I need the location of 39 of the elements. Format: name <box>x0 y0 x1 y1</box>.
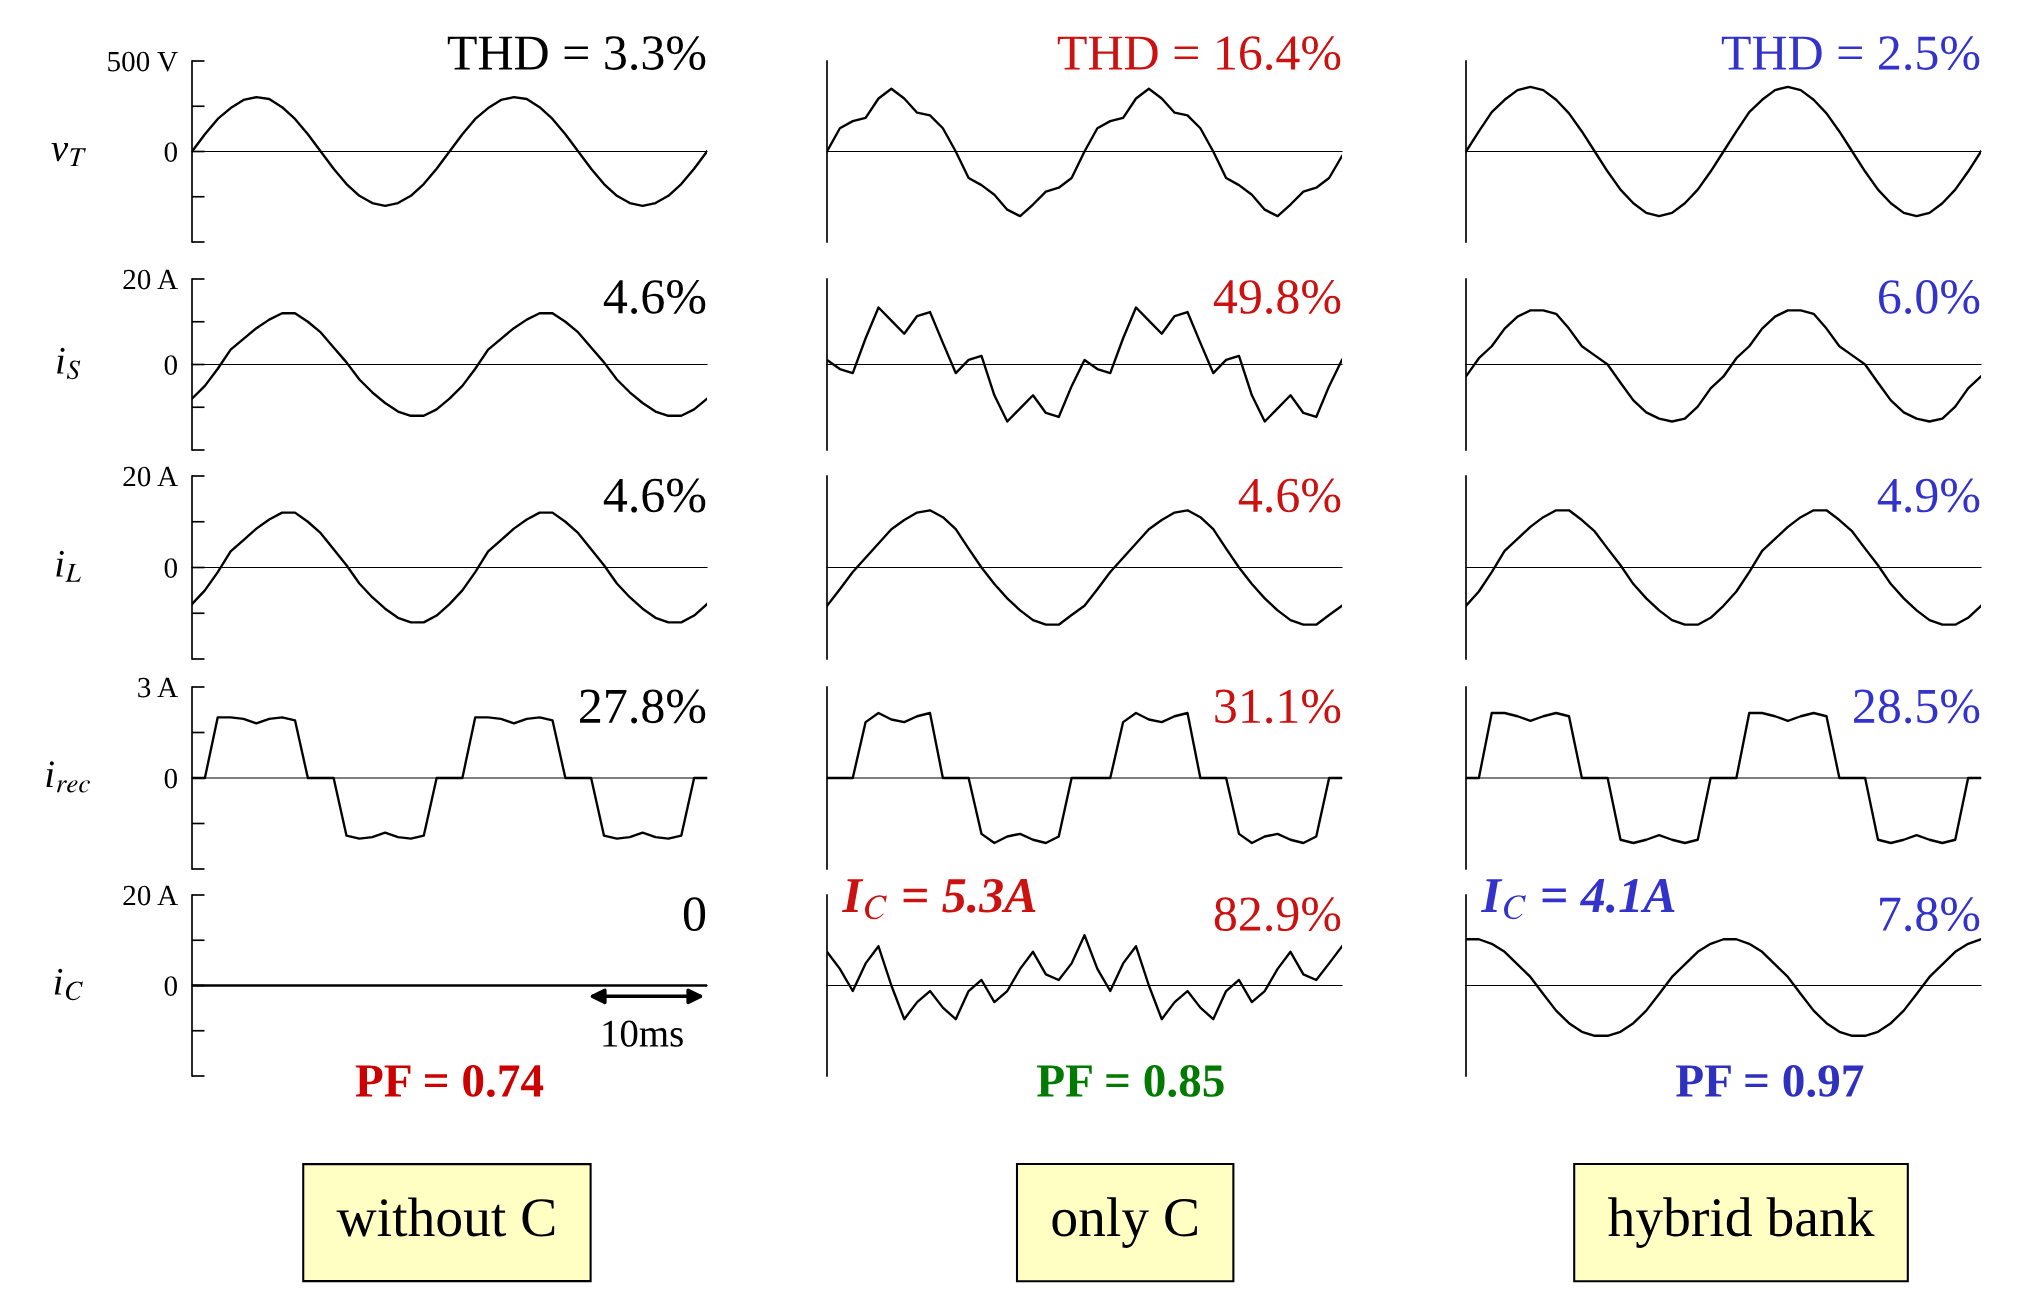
chart-title: 27.8% <box>580 689 706 724</box>
text: I$_{C}$ = 4.1A <box>1480 878 1675 920</box>
y-tick-label: 500 V <box>108 51 178 72</box>
y-tick-label: 0 <box>164 768 177 789</box>
y-tick-label: 3 A <box>138 677 178 698</box>
text: PF = 0.97 <box>1676 1065 1864 1098</box>
text: PF = 0.85 <box>1037 1065 1224 1098</box>
y-tick-label: 0 <box>164 355 177 375</box>
chart-title: THD = 3.3% <box>447 36 706 71</box>
y-tick-label: 0 <box>164 142 177 162</box>
y-axis-title: i$_{rec}$ <box>46 761 90 793</box>
y-tick-label: 0 <box>164 976 177 996</box>
text: only C <box>1052 1197 1197 1248</box>
chart-title: 4.6% <box>603 280 706 314</box>
chart-title: 82.9% <box>1214 897 1341 932</box>
text: I$_{C}$ = 5.3A <box>841 878 1036 920</box>
y-axis-title: i$_{L}$ <box>56 550 81 582</box>
chart-title: 7.8% <box>1880 897 1980 932</box>
chart-title: 4.6% <box>1238 478 1341 513</box>
chart-title: THD = 2.5% <box>1721 36 1980 71</box>
chart-title: 28.5% <box>1854 689 1980 724</box>
annotation: 10ms <box>603 1020 683 1047</box>
chart-title: 4.6% <box>603 478 706 513</box>
chart-title: 49.8% <box>1213 280 1341 314</box>
y-axis-title: i$_{S}$ <box>57 347 81 380</box>
chart-title: 0 <box>683 897 706 932</box>
chart-title: 31.1% <box>1215 689 1341 724</box>
y-tick-label: 20 A <box>123 885 178 906</box>
annotation: PF = 0.74 <box>355 1065 544 1098</box>
y-tick-label: 20 A <box>123 269 178 290</box>
text: without C <box>336 1197 555 1237</box>
chart-title: 4.9% <box>1877 478 1980 513</box>
y-tick-label: 0 <box>164 558 177 578</box>
y-tick-label: 20 A <box>123 466 178 487</box>
y-axis-title: i$_{C}$ <box>54 968 83 1001</box>
text: hybrid bank <box>1608 1197 1875 1248</box>
y-axis-title: v$_{T}$ <box>51 142 86 166</box>
chart-title: THD = 16.4% <box>1057 36 1341 71</box>
chart-title: 6.0% <box>1879 280 1980 314</box>
